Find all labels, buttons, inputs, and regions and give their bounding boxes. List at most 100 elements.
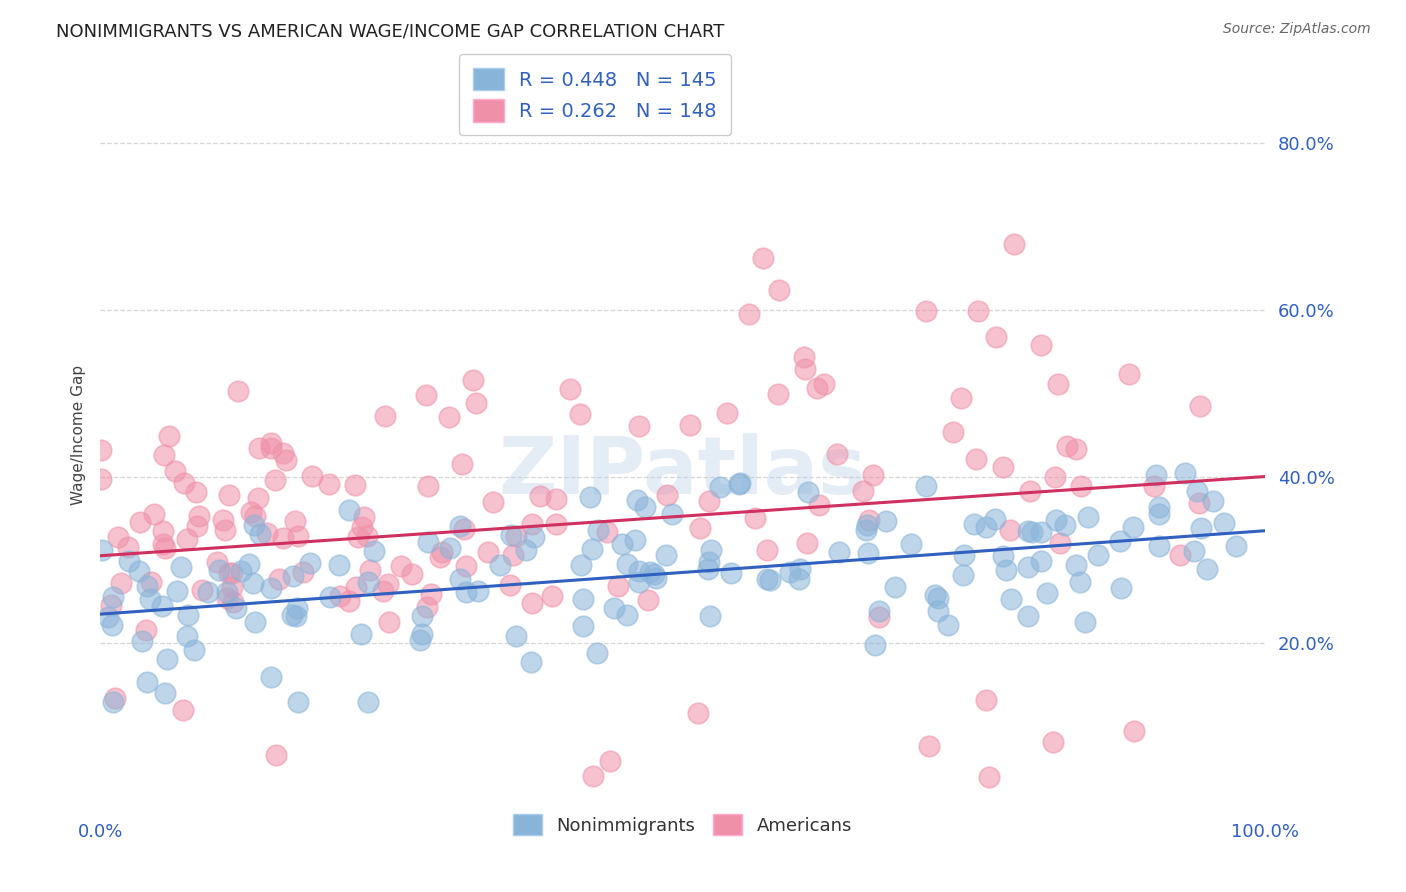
Point bbox=[1147, 507, 1170, 521]
Point bbox=[100, 617, 122, 632]
Point bbox=[953, 549, 976, 563]
Point bbox=[927, 591, 949, 605]
Point bbox=[90, 543, 112, 558]
Point bbox=[344, 580, 367, 594]
Point bbox=[796, 535, 818, 549]
Point bbox=[697, 493, 720, 508]
Point bbox=[467, 584, 489, 599]
Point bbox=[97, 610, 120, 624]
Point bbox=[153, 686, 176, 700]
Point bbox=[616, 608, 638, 623]
Text: ZIPatlas: ZIPatlas bbox=[498, 434, 866, 511]
Point bbox=[271, 446, 294, 460]
Point bbox=[697, 555, 720, 569]
Point bbox=[1002, 237, 1025, 252]
Point bbox=[502, 549, 524, 563]
Point bbox=[481, 495, 503, 509]
Point bbox=[176, 629, 198, 643]
Point bbox=[153, 448, 176, 462]
Point bbox=[515, 542, 537, 557]
Point bbox=[572, 619, 595, 633]
Point bbox=[963, 517, 986, 532]
Point bbox=[789, 562, 811, 576]
Point bbox=[569, 407, 592, 421]
Point bbox=[135, 624, 157, 638]
Point bbox=[599, 754, 621, 768]
Point bbox=[927, 604, 949, 618]
Point bbox=[1189, 521, 1212, 535]
Point bbox=[1056, 439, 1078, 453]
Point bbox=[875, 514, 897, 528]
Point bbox=[856, 517, 879, 532]
Point bbox=[247, 491, 270, 505]
Point bbox=[1195, 562, 1218, 576]
Point bbox=[766, 386, 789, 401]
Point bbox=[353, 510, 375, 524]
Point bbox=[942, 425, 965, 439]
Point bbox=[498, 577, 520, 591]
Point bbox=[756, 572, 779, 586]
Point bbox=[634, 500, 657, 515]
Point bbox=[240, 505, 263, 519]
Point bbox=[529, 489, 551, 503]
Point bbox=[318, 477, 340, 491]
Point bbox=[128, 564, 150, 578]
Point bbox=[401, 566, 423, 581]
Point bbox=[661, 507, 683, 521]
Point bbox=[858, 512, 880, 526]
Point bbox=[544, 516, 567, 531]
Point bbox=[544, 492, 567, 507]
Point bbox=[1087, 548, 1109, 562]
Point bbox=[166, 583, 188, 598]
Point bbox=[188, 509, 211, 524]
Point bbox=[1188, 496, 1211, 510]
Point bbox=[170, 559, 193, 574]
Point bbox=[281, 569, 304, 583]
Point bbox=[1053, 517, 1076, 532]
Point bbox=[807, 498, 830, 512]
Point bbox=[689, 521, 711, 535]
Point bbox=[720, 566, 742, 580]
Point bbox=[852, 483, 875, 498]
Y-axis label: Wage/Income Gap: Wage/Income Gap bbox=[72, 365, 86, 505]
Point bbox=[264, 747, 287, 762]
Point bbox=[301, 469, 323, 483]
Point bbox=[995, 563, 1018, 577]
Point bbox=[569, 558, 592, 572]
Point bbox=[1073, 615, 1095, 629]
Point bbox=[1070, 478, 1092, 492]
Point bbox=[1029, 524, 1052, 539]
Point bbox=[520, 655, 543, 669]
Point bbox=[284, 514, 307, 528]
Point bbox=[596, 524, 619, 539]
Point bbox=[1064, 442, 1087, 457]
Point bbox=[416, 600, 439, 615]
Point bbox=[977, 770, 1000, 784]
Point bbox=[176, 608, 198, 623]
Point bbox=[429, 549, 451, 564]
Point bbox=[90, 443, 112, 458]
Point bbox=[287, 528, 309, 542]
Point bbox=[1069, 575, 1091, 590]
Point bbox=[173, 475, 195, 490]
Point bbox=[238, 557, 260, 571]
Point bbox=[285, 609, 308, 624]
Point bbox=[813, 376, 835, 391]
Point bbox=[700, 543, 723, 558]
Point bbox=[655, 549, 678, 563]
Point bbox=[477, 545, 499, 559]
Point bbox=[420, 587, 443, 601]
Point bbox=[101, 695, 124, 709]
Point bbox=[1122, 519, 1144, 533]
Point bbox=[917, 739, 939, 753]
Point bbox=[197, 585, 219, 599]
Point bbox=[679, 418, 702, 433]
Point bbox=[645, 571, 668, 585]
Point bbox=[454, 559, 477, 574]
Point bbox=[716, 406, 738, 420]
Point bbox=[153, 541, 176, 556]
Point bbox=[1049, 536, 1071, 550]
Point bbox=[1043, 470, 1066, 484]
Point bbox=[343, 478, 366, 492]
Point bbox=[1122, 724, 1144, 739]
